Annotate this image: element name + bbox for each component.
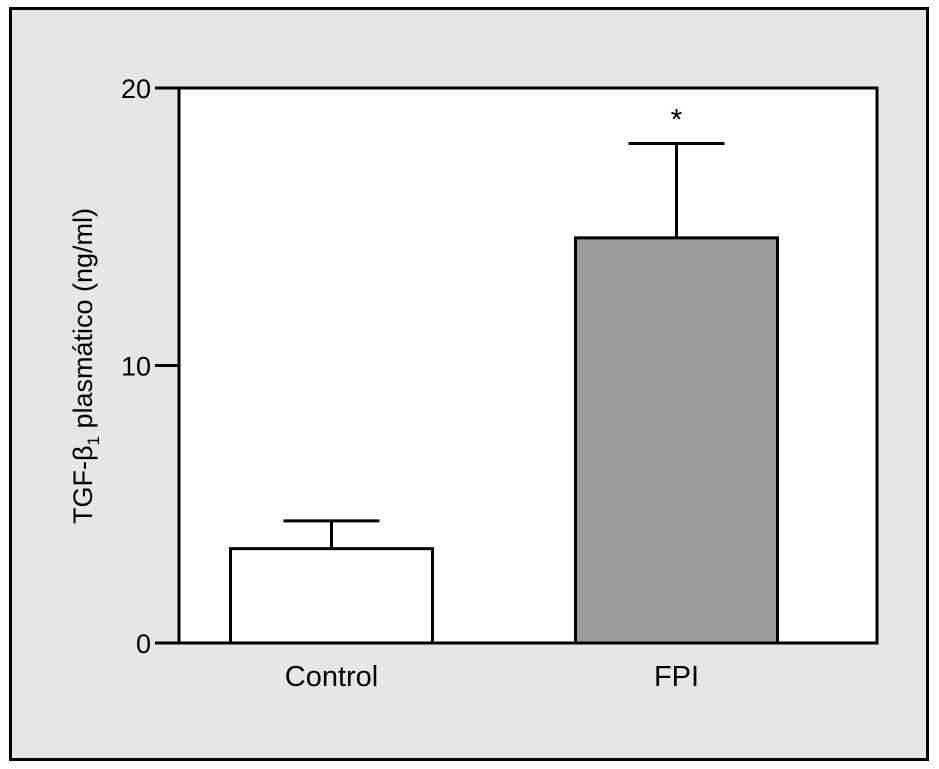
x-tick-label-fpi: FPI — [654, 661, 699, 693]
x-axis: Control FPI — [285, 661, 699, 693]
significance-marker: * — [671, 104, 683, 137]
y-axis-label: TGF-β1 plasmático (ng/ml) — [68, 208, 103, 524]
y-tick-label-20: 20 — [121, 74, 151, 104]
error-bars-layer — [283, 142, 725, 549]
y-axis: 0 10 20 — [121, 74, 179, 659]
y-axis-label-prefix: TGF-β — [68, 446, 98, 525]
y-axis-label-subscript: 1 — [84, 436, 103, 445]
y-axis-label-suffix: plasmático (ng/ml) — [68, 208, 98, 436]
y-tick-label-10: 10 — [121, 352, 151, 382]
bar-fpi — [574, 236, 779, 645]
x-tick-label-control: Control — [285, 661, 379, 693]
y-tick-label-0: 0 — [136, 629, 151, 659]
annotations-layer: * — [671, 104, 683, 137]
bar-control — [229, 547, 434, 645]
